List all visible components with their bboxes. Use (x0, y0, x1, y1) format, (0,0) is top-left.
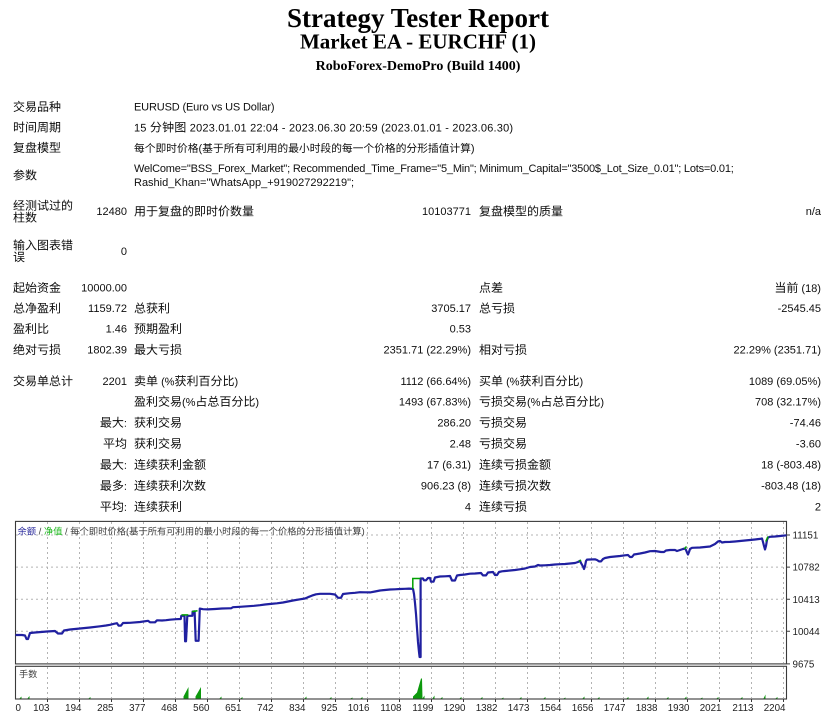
svg-text:560: 560 (193, 703, 210, 714)
svg-text:EURUSD (Euro vs US Dollar): EURUSD (Euro vs US Dollar) (134, 102, 274, 114)
svg-text:1159.72: 1159.72 (88, 303, 127, 315)
svg-text:1382: 1382 (476, 703, 498, 714)
svg-text:1493 (67.83%): 1493 (67.83%) (399, 396, 471, 408)
svg-text:1930: 1930 (668, 703, 690, 714)
svg-text:286.20: 286.20 (437, 417, 471, 429)
svg-text:10000.00: 10000.00 (81, 283, 127, 295)
svg-text:17 (6.31): 17 (6.31) (427, 459, 471, 471)
svg-text:1656: 1656 (572, 703, 594, 714)
svg-text:0: 0 (15, 703, 21, 714)
svg-text:925: 925 (321, 703, 338, 714)
svg-text:-74.46: -74.46 (790, 417, 821, 429)
svg-text:1108: 1108 (380, 703, 402, 714)
svg-text:Strategy Tester Report: Strategy Tester Report (287, 3, 549, 33)
svg-text:2113: 2113 (732, 703, 754, 714)
svg-text:742: 742 (257, 703, 273, 714)
svg-text:468: 468 (161, 703, 178, 714)
svg-text:22.29% (2351.71): 22.29% (2351.71) (734, 345, 821, 357)
svg-text:12480: 12480 (96, 206, 127, 218)
svg-text:Market EA - EURCHF (1): Market EA - EURCHF (1) (300, 30, 536, 54)
svg-text:Rashid_Khan="WhatsApp_+9190272: Rashid_Khan="WhatsApp_+919027292219"; (134, 177, 354, 189)
svg-text:2.48: 2.48 (450, 438, 471, 450)
svg-text:2204: 2204 (764, 703, 786, 714)
svg-text:2021: 2021 (700, 703, 722, 714)
svg-text:10103771: 10103771 (422, 206, 471, 218)
svg-text:18 (-803.48): 18 (-803.48) (761, 459, 821, 471)
svg-text:1199: 1199 (412, 703, 433, 714)
svg-text:2: 2 (815, 501, 821, 513)
svg-text:2201: 2201 (103, 376, 127, 388)
svg-text:10413: 10413 (793, 595, 821, 606)
svg-text:103: 103 (33, 703, 50, 714)
svg-text:-3.60: -3.60 (796, 438, 821, 450)
svg-text:-2545.45: -2545.45 (778, 303, 821, 315)
svg-text:708 (32.17%): 708 (32.17%) (755, 396, 821, 408)
svg-text:1473: 1473 (508, 703, 530, 714)
svg-text:RoboForex-DemoPro (Build 1400): RoboForex-DemoPro (Build 1400) (316, 59, 521, 74)
svg-text:194: 194 (65, 703, 82, 714)
svg-text:2351.71 (22.29%): 2351.71 (22.29%) (384, 345, 471, 357)
svg-text:-803.48 (18): -803.48 (18) (761, 480, 821, 492)
svg-text:3705.17: 3705.17 (431, 303, 471, 315)
svg-text:1112 (66.64%): 1112 (66.64%) (400, 376, 471, 388)
svg-text:n/a: n/a (806, 206, 822, 218)
svg-text:906.23 (8): 906.23 (8) (421, 480, 471, 492)
svg-text:9675: 9675 (793, 660, 815, 671)
svg-text:1802.39: 1802.39 (87, 345, 127, 357)
svg-text:1838: 1838 (636, 703, 658, 714)
svg-text:1089 (69.05%): 1089 (69.05%) (749, 376, 821, 388)
svg-text:1016: 1016 (348, 703, 370, 714)
svg-text:0: 0 (121, 246, 127, 258)
svg-text:10782: 10782 (793, 563, 820, 574)
svg-text:285: 285 (97, 703, 114, 714)
svg-text:1564: 1564 (540, 703, 562, 714)
svg-text:4: 4 (465, 501, 471, 513)
svg-text:WelCome="BSS_Forex_Market"; Re: WelCome="BSS_Forex_Market"; Recommended_… (134, 163, 734, 175)
svg-text:1.46: 1.46 (106, 324, 127, 336)
svg-text:834: 834 (289, 703, 306, 714)
svg-text:1747: 1747 (604, 703, 626, 714)
svg-text:377: 377 (129, 703, 145, 714)
svg-text:1290: 1290 (444, 703, 466, 714)
svg-text:651: 651 (225, 703, 241, 714)
svg-text:10044: 10044 (793, 627, 821, 638)
svg-text:0.53: 0.53 (450, 324, 471, 336)
svg-text:11151: 11151 (793, 531, 819, 542)
